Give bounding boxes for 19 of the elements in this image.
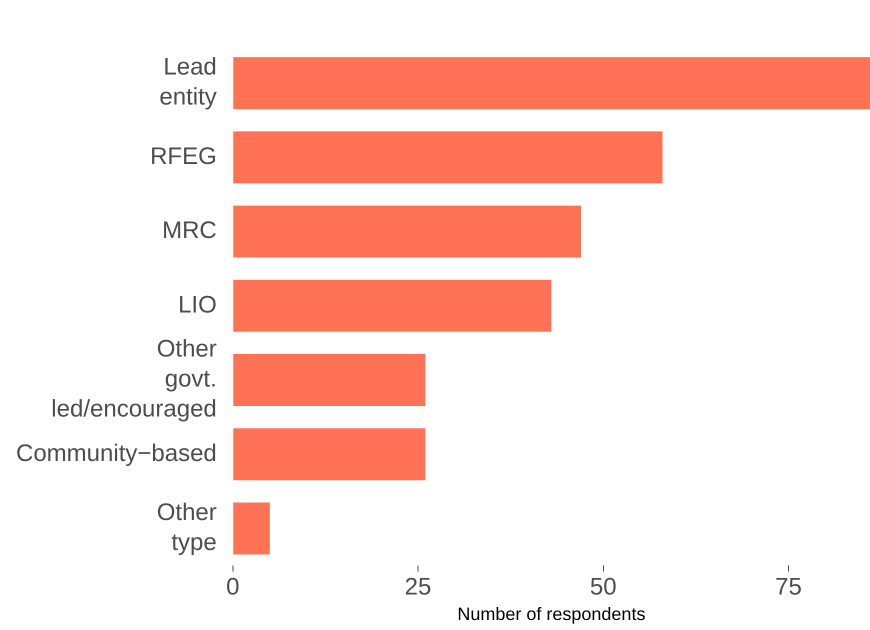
x-tick-label: 0 bbox=[226, 574, 240, 601]
bar bbox=[233, 57, 870, 110]
y-tick-label: LIO bbox=[178, 291, 217, 318]
y-tick-label: Other type bbox=[156, 499, 217, 556]
bar bbox=[233, 428, 426, 480]
bar bbox=[233, 354, 426, 406]
y-tick-label: Lead entity bbox=[159, 54, 217, 111]
x-tick-label: 25 bbox=[404, 574, 432, 601]
y-tick-label: Other govt. led/encouraged bbox=[51, 336, 217, 423]
bar bbox=[233, 206, 582, 258]
x-axis-title: Number of respondents bbox=[457, 604, 646, 624]
bar bbox=[233, 280, 552, 332]
x-tick-label: 50 bbox=[590, 574, 617, 601]
y-tick-label: RFEG bbox=[150, 142, 217, 170]
bar bbox=[233, 502, 270, 554]
bar bbox=[233, 131, 663, 184]
y-tick-label: MRC bbox=[162, 217, 217, 244]
x-tick-label: 75 bbox=[775, 574, 802, 601]
y-tick-label: Community−based bbox=[16, 440, 217, 467]
